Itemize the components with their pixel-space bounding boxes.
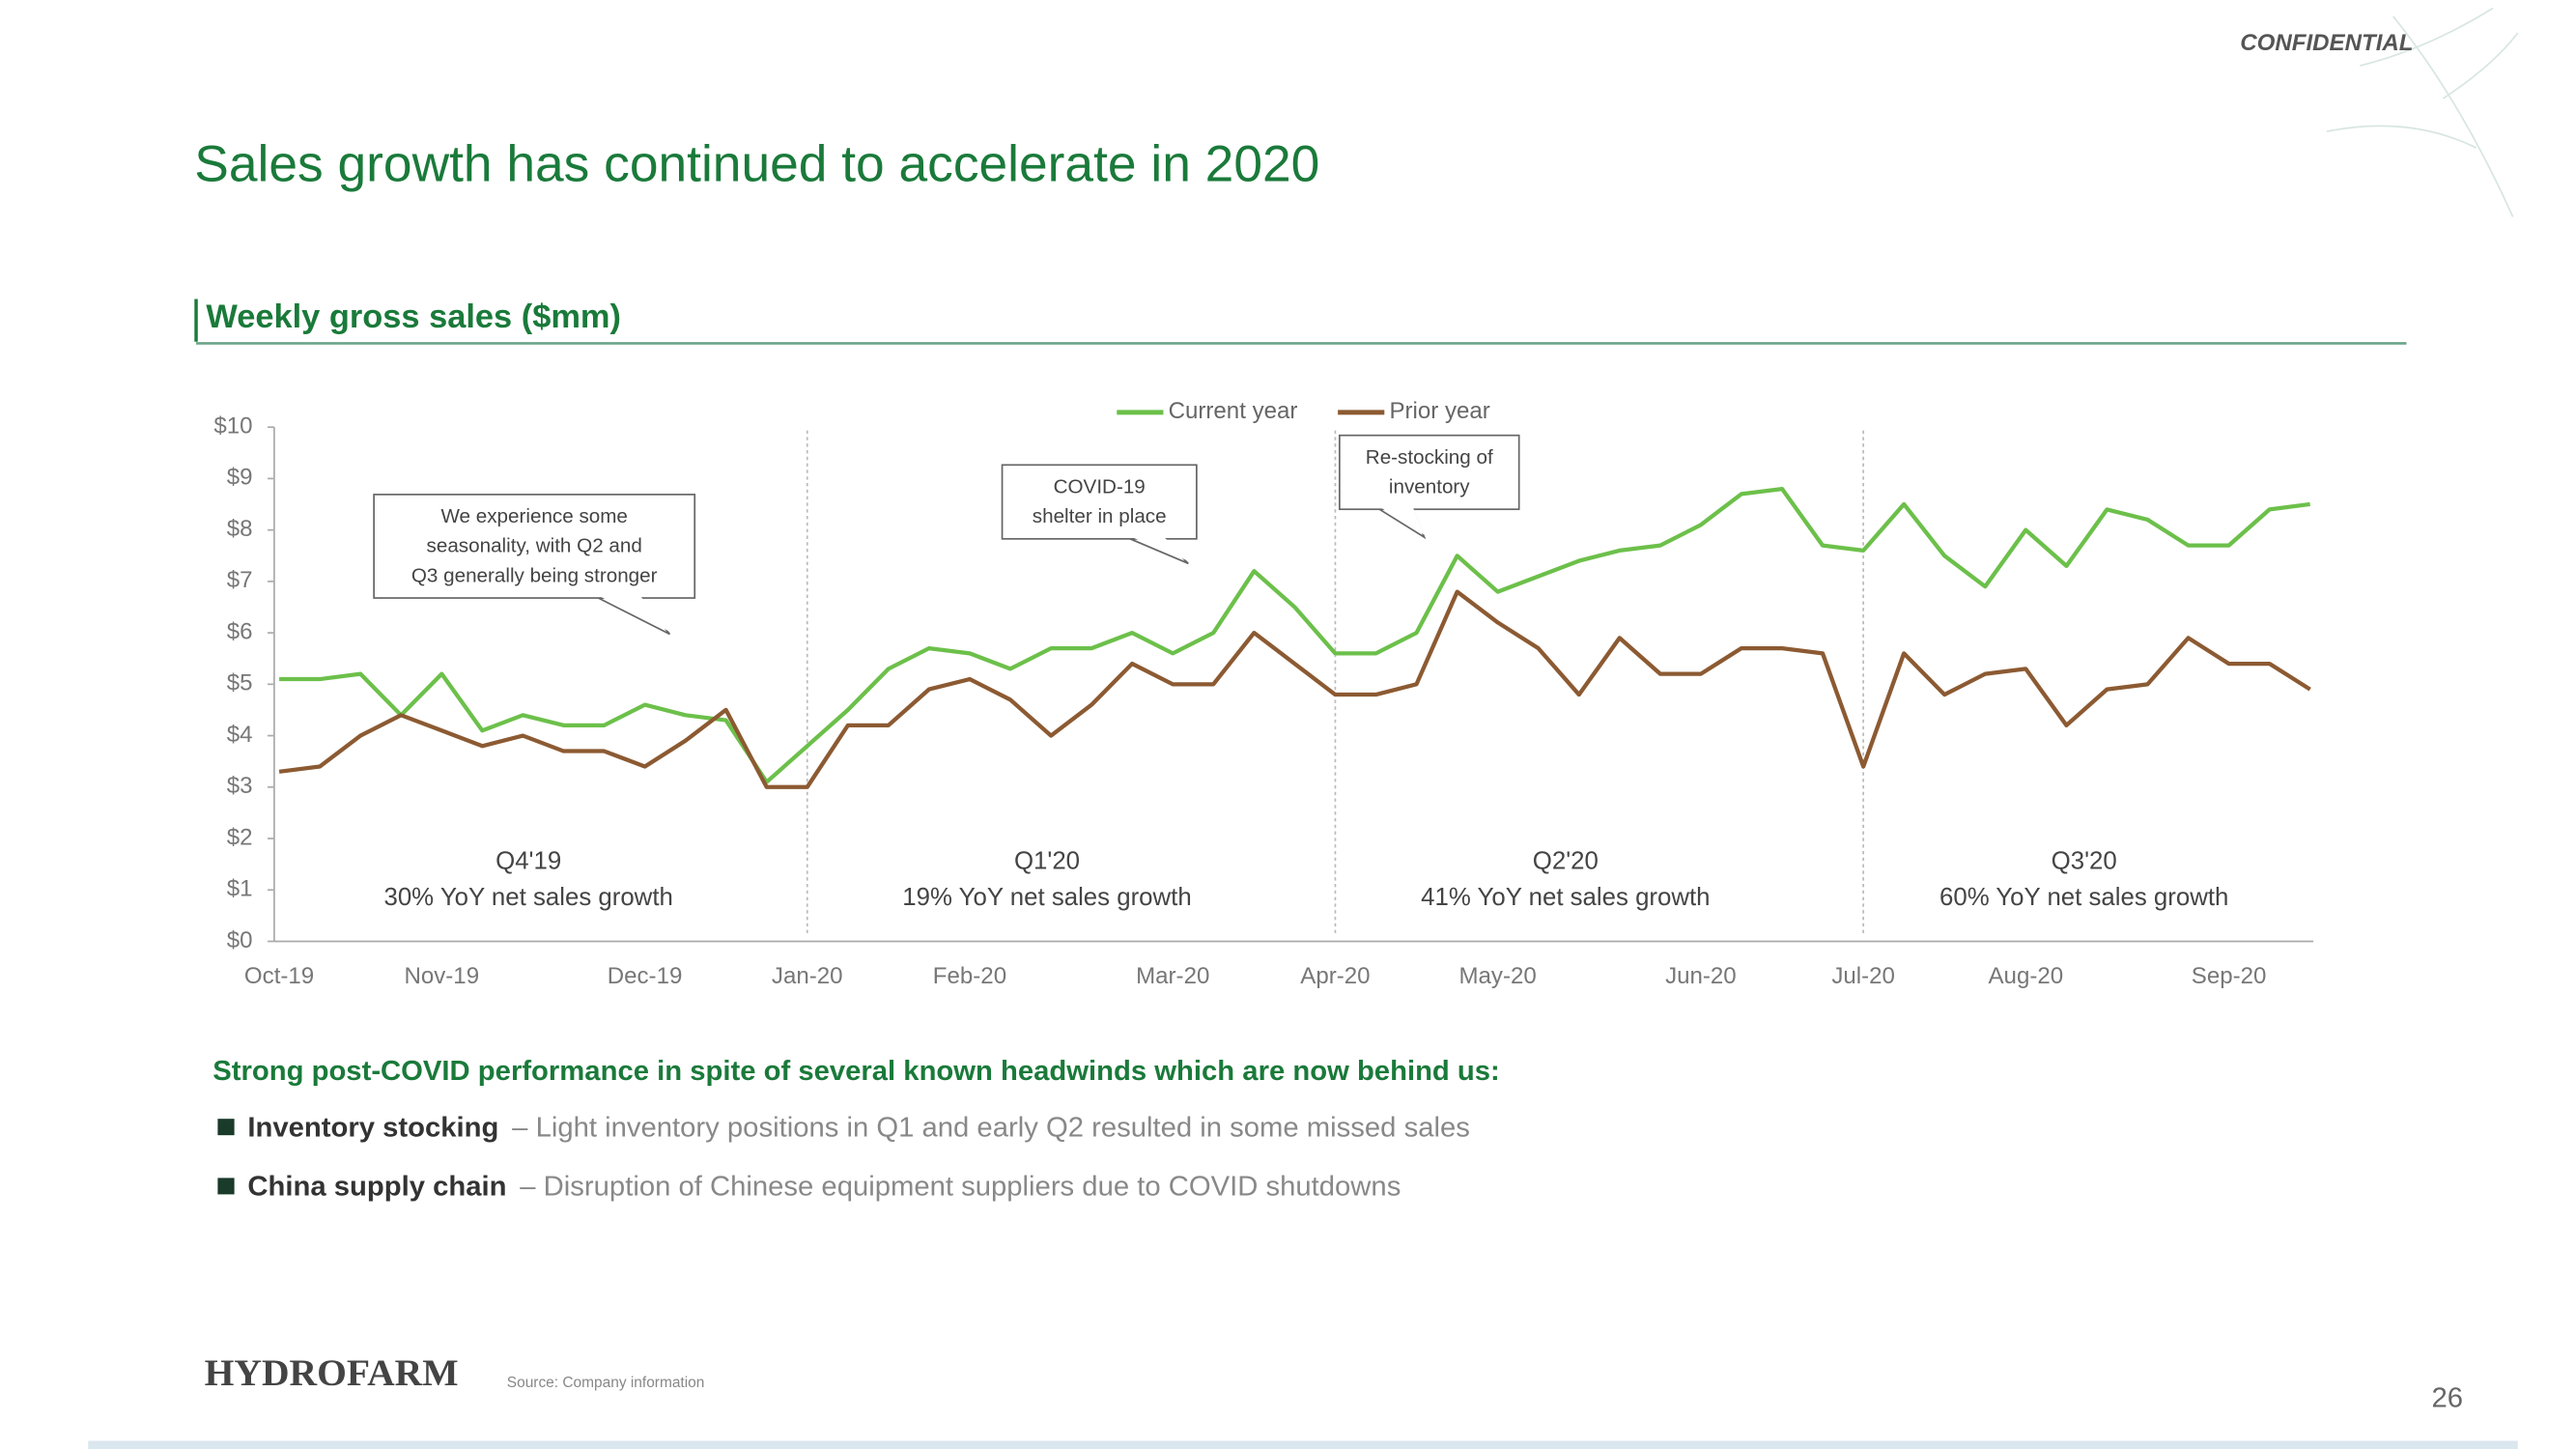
logo: HYDROFARM (205, 1351, 459, 1394)
y-tick-label: $10 (213, 413, 252, 440)
y-tick-label: $5 (227, 670, 253, 696)
y-tick-label: $0 (227, 927, 253, 953)
confidential: CONFIDENTIAL (2240, 30, 2413, 56)
period-label: Q2'20 (1533, 848, 1599, 875)
y-tick-label: $2 (227, 824, 253, 850)
page-number: 26 (2431, 1383, 2463, 1414)
x-tick-label: Jun-20 (1665, 963, 1737, 989)
callout-text: We experience some (440, 505, 627, 527)
callout-text: seasonality, with Q2 and (427, 535, 642, 557)
period-label: Q4'19 (495, 848, 561, 875)
y-tick-label: $9 (227, 465, 253, 491)
series-line (278, 589, 2311, 789)
bullet-term: China supply chain (247, 1171, 506, 1202)
x-tick-label: Aug-20 (1989, 963, 2064, 989)
x-tick-label: May-20 (1458, 963, 1536, 989)
legend-label: Prior year (1389, 398, 1489, 424)
period-growth: 19% YoY net sales growth (902, 884, 1191, 911)
footer-bar (88, 1440, 2518, 1449)
x-tick-label: Dec-19 (608, 963, 683, 989)
y-tick-label: $6 (227, 619, 253, 645)
callout-box (1001, 464, 1198, 540)
x-tick-label: Feb-20 (933, 963, 1006, 989)
period-growth: 30% YoY net sales growth (383, 884, 672, 911)
bullet-text: – Disruption of Chinese equipment suppli… (520, 1171, 1401, 1202)
period-growth: 60% YoY net sales growth (1939, 884, 2228, 911)
callout-join (1379, 506, 1425, 535)
notes-heading: Strong post-COVID performance in spite o… (212, 1056, 1500, 1087)
x-tick-label: Jul-20 (1831, 963, 1895, 989)
bullet-line: China supply chain – Disruption of Chines… (247, 1171, 1401, 1202)
callout-box (373, 494, 696, 599)
callout-text: inventory (1389, 476, 1470, 498)
x-tick-label: Nov-19 (404, 963, 479, 989)
bullet (217, 1178, 235, 1195)
y-tick-label: $4 (227, 722, 253, 748)
period-label: Q1'20 (1014, 848, 1080, 875)
bullet (217, 1119, 235, 1136)
chart-title: Weekly gross sales ($mm) (206, 298, 621, 335)
legend-label: Current year (1169, 398, 1298, 424)
source: Source: Company information (507, 1375, 705, 1391)
plot: $0 $1 $2 $3 $4 $5 $6 $7 $8 $9 $10 Oct-19 Nov-19 Dec-1… (213, 398, 2314, 989)
period-label: Q3'20 (2052, 848, 2117, 875)
series-line (279, 486, 2310, 784)
y-tick-label: $7 (227, 567, 253, 593)
callout-text: shelter in place (1033, 505, 1167, 527)
slide-title: Sales growth has continued to accelerate… (194, 136, 1319, 193)
x-tick-label: Apr-20 (1300, 963, 1370, 989)
callout-text: Re-stocking of (1366, 446, 1493, 469)
callout-text: Q3 generally being stronger (411, 564, 658, 586)
x-tick-label: Sep-20 (2192, 963, 2267, 989)
bullet-text: – Light inventory positions in Q1 and ea… (512, 1112, 1470, 1143)
bullet-term: Inventory stocking (247, 1112, 498, 1143)
leaf-decoration (2326, 7, 2519, 217)
x-tick-label: Oct-19 (244, 963, 314, 989)
callout-text: COVID-19 (1054, 476, 1146, 498)
bullet-line: Inventory stocking – Light inventory posi… (247, 1112, 1469, 1143)
x-tick-label: Jan-20 (772, 963, 843, 989)
y-tick-label: $1 (227, 876, 253, 902)
x-tick-label: Mar-20 (1136, 963, 1209, 989)
period-growth: 41% YoY net sales growth (1421, 884, 1710, 911)
y-tick-label: $3 (227, 773, 253, 799)
y-tick-label: $8 (227, 516, 253, 542)
callout-box (1338, 434, 1520, 511)
